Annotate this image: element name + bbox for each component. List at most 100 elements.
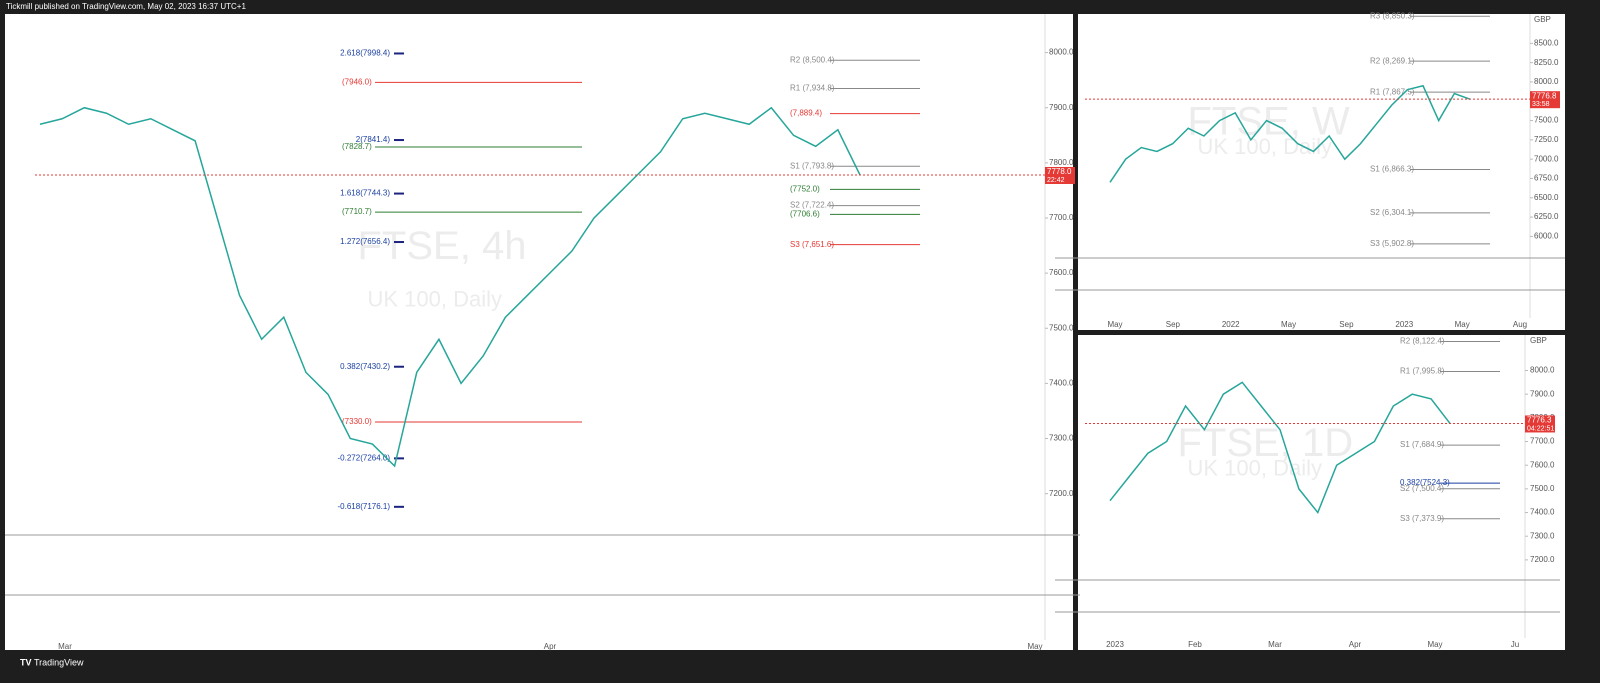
y-tick-label: 7400.0 bbox=[1049, 378, 1074, 387]
y-tick-label: 7600.0 bbox=[1530, 460, 1555, 469]
main-panel bbox=[5, 14, 1073, 650]
currency: GBP bbox=[1534, 15, 1551, 24]
price-line bbox=[1109, 84, 1471, 183]
y-tick-label: 7700.0 bbox=[1530, 437, 1555, 446]
fib-label: 1.618(7744.3) bbox=[340, 189, 390, 198]
level-label: S3 (7,651.6) bbox=[790, 240, 834, 249]
brand: TradingView bbox=[34, 657, 84, 667]
x-label: Apr bbox=[1349, 640, 1362, 649]
zone-label: (7946.0) bbox=[342, 77, 372, 86]
fib-label: 0.382(7430.2) bbox=[340, 362, 390, 371]
y-tick-label: 7400.0 bbox=[1530, 508, 1555, 517]
level-label: (7752.0) bbox=[790, 184, 820, 193]
x-label: Ju bbox=[1511, 640, 1519, 649]
y-tick-label: 7900.0 bbox=[1049, 103, 1074, 112]
y-tick-label: 8000.0 bbox=[1049, 48, 1074, 57]
level-label: S3 (7,373.9) bbox=[1400, 514, 1444, 523]
y-tick-label: 7300.0 bbox=[1530, 531, 1555, 540]
x-label: Mar bbox=[58, 642, 72, 651]
price-tag bbox=[1525, 415, 1555, 433]
top-right-panel bbox=[1078, 14, 1565, 330]
price-tag bbox=[1045, 166, 1075, 184]
zone-label: (7710.7) bbox=[342, 207, 372, 216]
watermark-sub: UK 100, Daily bbox=[1198, 134, 1333, 159]
fib-label: -0.272(7264.0) bbox=[338, 453, 391, 462]
x-label: Feb bbox=[1188, 640, 1202, 649]
fib-label: -0.618(7176.1) bbox=[338, 502, 391, 511]
level-label: S2 (7,500.4) bbox=[1400, 484, 1444, 493]
y-tick-label: 7200.0 bbox=[1049, 489, 1074, 498]
fib-label: 2(7841.4) bbox=[356, 135, 391, 144]
y-tick-label: 7000.0 bbox=[1534, 154, 1559, 163]
watermark: FTSE, 4h bbox=[358, 224, 527, 268]
price-tag bbox=[1530, 91, 1560, 109]
level-label: 0.382(7524.3) bbox=[1400, 478, 1450, 487]
y-tick-label: 8500.0 bbox=[1534, 38, 1559, 47]
level-label: S3 (5,902.8) bbox=[1370, 239, 1414, 248]
tv-logo: TV bbox=[20, 657, 32, 667]
x-label: Sep bbox=[1166, 320, 1181, 329]
y-tick-label: 8250.0 bbox=[1534, 58, 1559, 67]
level-label: S1 (7,793.8) bbox=[790, 161, 834, 170]
watermark-sub: UK 100, Daily bbox=[368, 286, 503, 311]
x-label: Aug bbox=[1513, 320, 1527, 329]
y-tick-label: 7200.0 bbox=[1530, 555, 1555, 564]
level-label: R2 (8,122.4) bbox=[1400, 337, 1445, 346]
y-tick-label: 6250.0 bbox=[1534, 212, 1559, 221]
y-tick-label: 7500.0 bbox=[1534, 116, 1559, 125]
y-tick-label: 7900.0 bbox=[1530, 389, 1555, 398]
y-tick-label: 7500.0 bbox=[1049, 323, 1074, 332]
y-tick-label: 6000.0 bbox=[1534, 231, 1559, 240]
level-label: (7,889.4) bbox=[790, 109, 822, 118]
x-label: 2023 bbox=[1106, 640, 1124, 649]
price-tag-label: 7776.3 bbox=[1527, 416, 1552, 425]
fib-label: 1.272(7656.4) bbox=[340, 237, 390, 246]
currency: GBP bbox=[1530, 336, 1547, 345]
y-tick-label: 6750.0 bbox=[1534, 174, 1559, 183]
price-tag-label: 7778.0 bbox=[1047, 167, 1072, 176]
level-label: S1 (7,684.9) bbox=[1400, 440, 1444, 449]
level-label: R1 (7,867.5) bbox=[1370, 87, 1415, 96]
level-label: S2 (6,304.1) bbox=[1370, 208, 1414, 217]
level-label: R1 (7,995.8) bbox=[1400, 367, 1445, 376]
y-tick-label: 7300.0 bbox=[1049, 434, 1074, 443]
x-label: May bbox=[1281, 320, 1296, 329]
fib-label: 2.618(7998.4) bbox=[340, 49, 390, 58]
level-label: R1 (7,934.8) bbox=[790, 84, 835, 93]
y-tick-label: 7600.0 bbox=[1049, 268, 1074, 277]
y-tick-label: 7250.0 bbox=[1534, 135, 1559, 144]
level-label: (7706.6) bbox=[790, 209, 820, 218]
x-label: May bbox=[1027, 642, 1042, 651]
x-label: Sep bbox=[1339, 320, 1354, 329]
zone-label: (7828.7) bbox=[342, 142, 372, 151]
publisher: Tickmill published on TradingView.com, M… bbox=[6, 2, 246, 11]
price-tag-countdown: 04:22:51 bbox=[1527, 425, 1554, 432]
watermark: FTSE, 1D bbox=[1178, 421, 1354, 465]
x-label: 2023 bbox=[1395, 320, 1413, 329]
level-label: S1 (6,866.3) bbox=[1370, 165, 1414, 174]
x-label: May bbox=[1427, 640, 1442, 649]
price-line bbox=[1109, 381, 1451, 515]
y-tick-label: 7700.0 bbox=[1049, 213, 1074, 222]
x-label: May bbox=[1107, 320, 1122, 329]
price-tag-countdown: 33:58 bbox=[1532, 101, 1550, 108]
y-tick-label: 7800.0 bbox=[1049, 158, 1074, 167]
level-label: R2 (8,500.4) bbox=[790, 55, 835, 64]
bottom-right-panel bbox=[1078, 335, 1565, 650]
zone-label: (7330.0) bbox=[342, 417, 372, 426]
x-label: Mar bbox=[1268, 640, 1282, 649]
level-label: R2 (8,269.1) bbox=[1370, 56, 1415, 65]
level-label: S2 (7,722.4) bbox=[790, 201, 834, 210]
y-tick-label: 7500.0 bbox=[1530, 484, 1555, 493]
watermark-sub: UK 100, Daily bbox=[1188, 456, 1323, 481]
x-label: May bbox=[1455, 320, 1470, 329]
x-label: Apr bbox=[544, 642, 557, 651]
level-label: R3 (8,850.3) bbox=[1370, 11, 1415, 20]
price-line bbox=[39, 106, 861, 468]
price-tag-countdown: 22:42 bbox=[1047, 177, 1065, 184]
price-tag-label: 7776.8 bbox=[1532, 91, 1557, 100]
y-tick-label: 8000.0 bbox=[1534, 77, 1559, 86]
y-tick-label: 6500.0 bbox=[1534, 193, 1559, 202]
